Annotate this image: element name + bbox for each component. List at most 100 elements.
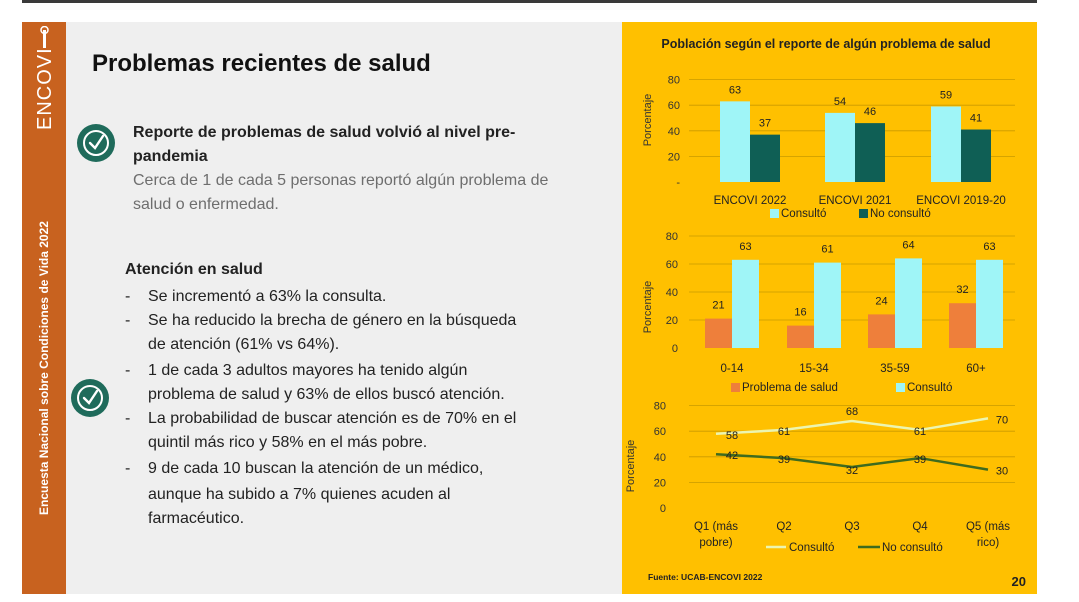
encovi-logo-text: ENCOVI [34,47,56,130]
bullet-dash: - [125,362,131,379]
chart2-data-label: 21 [712,300,724,312]
chart2-bar [949,303,976,348]
bullet-5-line2: aunque ha subido a 7% quienes acuden al [148,486,451,503]
chart3-data-label: 68 [846,406,858,418]
sidebar [22,22,66,594]
chart2-ytick-label: 80 [666,231,678,243]
chart2-bar [868,314,895,348]
chart2-ytick-label: 40 [666,287,678,299]
bullet-1-text: Se incrementó a 63% la consulta. [148,288,387,305]
chart1-legend-label: Consultó [781,208,826,220]
chart2-bar [814,262,841,348]
chart3-category-label: Q2 [776,521,791,533]
chart3-category-label: Q5 (más [966,521,1010,533]
chart1-ytick-label: 20 [668,151,680,163]
chart1-data-label: 37 [759,118,771,130]
bullet-dash: - [125,288,131,305]
chart1-data-label: 54 [834,96,846,108]
chart1-bar [961,129,991,182]
chart2-bar [895,258,922,348]
encovi-logo: ENCOVI [34,26,56,130]
chart1-ytick-label: 60 [668,100,680,112]
chart3-category-label: rico) [977,537,1000,549]
chart2-data-label: 32 [956,284,968,296]
bullet-3-line1: 1 de cada 3 adultos mayores ha tenido al… [148,362,468,379]
chart3-legend-label: No consultó [882,542,943,554]
chart2-data-label: 63 [739,241,751,253]
chart2-legend-label: Problema de salud [742,382,838,394]
chart2-data-label: 16 [794,307,806,319]
chart2-ytick-label: 60 [666,259,678,271]
chart2-bar [732,259,759,348]
chart1-bar [720,101,750,182]
chart3-category-label: pobre) [699,537,732,549]
chart3-ytick-label: 80 [654,401,666,413]
chart3-data-label: 61 [778,426,790,438]
chart3-ytick-label: 60 [654,426,666,438]
section2-heading: Atención en salud [125,261,263,278]
chart1-data-label: 63 [729,84,741,96]
chart1-bar [750,134,780,182]
chart3-ytick-label: 40 [654,452,666,464]
chart1-legend-label: No consultó [870,208,931,220]
chart1-bar [855,123,885,182]
section1-subtext-line2: salud o enfermedad. [133,196,279,213]
chart3-ytick-label: 0 [660,503,666,515]
chart2-data-label: 63 [983,241,995,253]
chart1-title: Población según el reporte de algún prob… [661,37,990,51]
chart3-legend-label: Consultó [789,542,834,554]
chart2-ytick-label: 20 [666,315,678,327]
chart1-bar [825,112,855,182]
chart2-legend-swatch [731,383,740,392]
chart3-data-label: 61 [914,426,926,438]
check-circle-icon [71,379,109,417]
chart2-data-label: 64 [902,239,914,251]
chart1-category-label: ENCOVI 2019-20 [916,195,1006,207]
bullet-2-line2: de atención (61% vs 64%). [148,336,340,353]
chart3-data-label: 39 [914,454,926,466]
section1-heading-line2: pandemia [133,148,208,165]
bullet-5-line1: 9 de cada 10 buscan la atención de un mé… [148,460,484,477]
chart2-bar [976,259,1003,348]
bullet-dash: - [125,460,131,477]
chart1-bar [931,106,961,182]
chart2-legend-swatch [896,383,905,392]
source-note: Fuente: UCAB-ENCOVI 2022 [648,572,763,582]
bullet-2-line1: Se ha reducido la brecha de género en la… [148,312,517,329]
chart1-legend-swatch [859,209,868,218]
chart3-ylabel: Porcentaje [625,440,637,493]
chart2-category-label: 35-59 [880,363,909,375]
chart2-ytick-label: 0 [672,343,678,355]
chart2-category-label: 0-14 [720,363,744,375]
bullet-dash: - [125,410,131,427]
chart1-ylabel: Porcentaje [642,94,654,147]
chart3-category-label: Q4 [912,521,928,533]
chart1-category-label: ENCOVI 2022 [714,195,787,207]
chart3-data-label: 32 [846,465,858,477]
bullet-4-line2: quintil más rico y 58% en el más pobre. [148,434,428,451]
chart2-bar [787,325,814,348]
chart2-data-label: 24 [875,295,887,307]
chart3-data-label: 70 [996,414,1008,426]
section1-subtext-line1: Cerca de 1 de cada 5 personas reportó al… [133,172,549,189]
chart1-ytick-label: - [676,177,680,189]
chart3-data-label: 42 [726,450,738,462]
chart1-ytick-label: 80 [668,75,680,87]
page-title: Problemas recientes de salud [92,50,431,77]
chart1-ytick-label: 40 [668,126,680,138]
section1-heading-line1: Reporte de problemas de salud volvió al … [133,124,516,141]
bullet-dash: - [125,312,131,329]
chart3-line-no-consulto [715,452,989,471]
bullet-3-line2: problema de salud y 63% de ellos buscó a… [148,386,505,403]
chart3-category-label: Q1 (más [694,521,738,533]
top-strip [0,0,1079,22]
chart1-data-label: 46 [864,106,876,118]
chart3-data-label: 30 [996,466,1008,478]
chart1-legend-swatch [770,209,779,218]
chart1-category-label: ENCOVI 2021 [819,195,892,207]
chart2-category-label: 60+ [966,363,986,375]
chart2-ylabel: Porcentaje [642,281,654,334]
chart3-data-label: 58 [726,430,738,442]
top-divider [22,0,1037,3]
